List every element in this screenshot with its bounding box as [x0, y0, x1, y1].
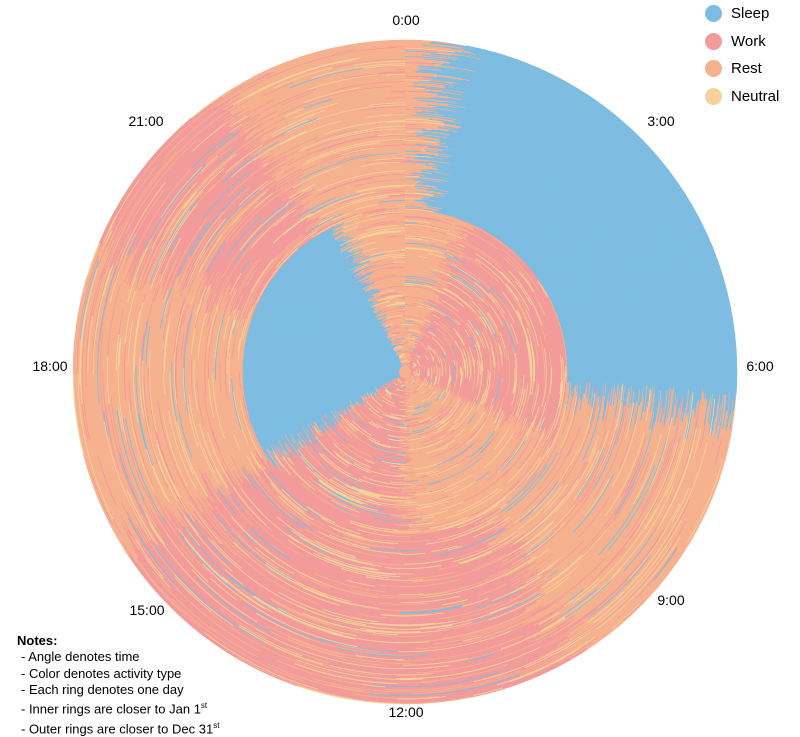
day-rings	[73, 40, 737, 705]
day-arc-rest	[401, 515, 406, 516]
day-arc-rest	[407, 428, 408, 429]
